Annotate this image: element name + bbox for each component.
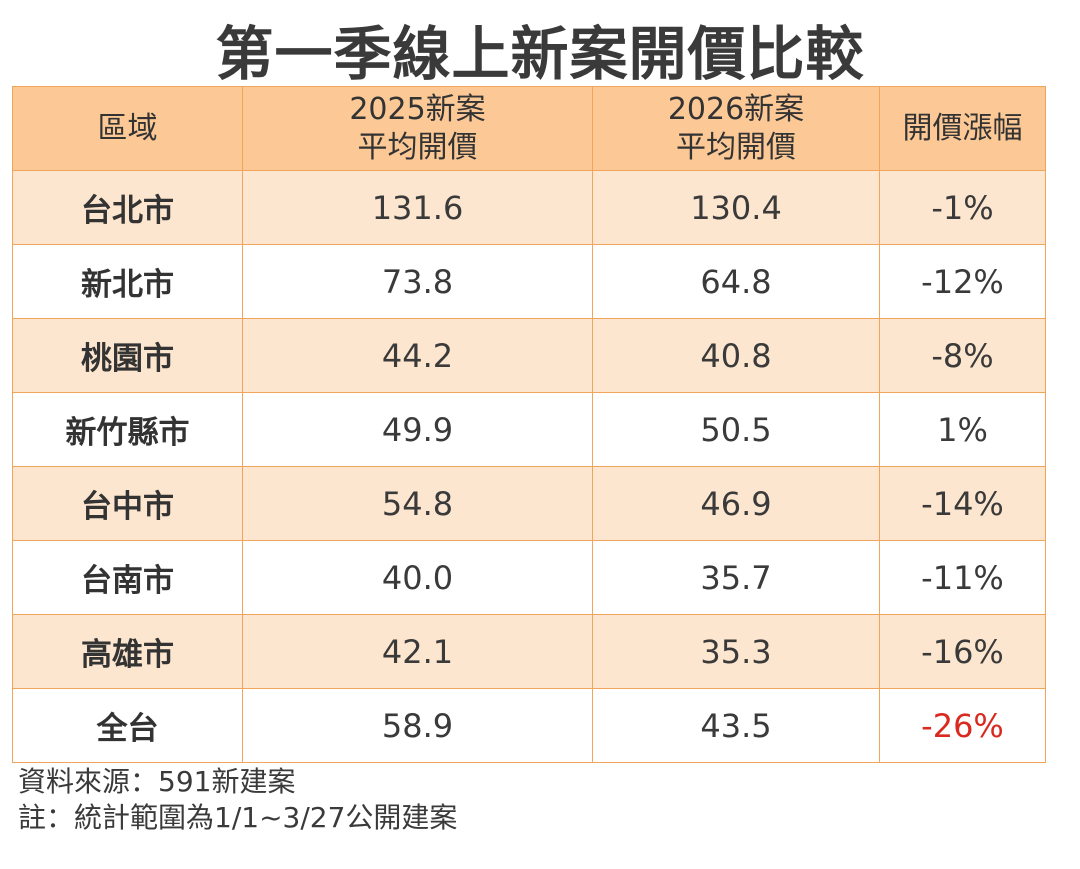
region-cell: 台北市 (12, 170, 243, 245)
table-row: 桃園市 44.2 40.8 -8% (12, 318, 1046, 393)
price-2026-cell: 35.3 (592, 614, 880, 689)
table-header-row: 區域 2025新案 平均開價 2026新案 平均開價 開價漲幅 (12, 86, 1046, 171)
region-cell: 桃園市 (12, 318, 243, 393)
price-2026-cell: 64.8 (592, 244, 880, 319)
price-2026-cell: 43.5 (592, 688, 880, 763)
range-note: 註：統計範圍為1/1~3/27公開建案 (18, 801, 458, 834)
column-header-2025-avg-price: 2025新案 平均開價 (242, 86, 593, 171)
price-2026-cell: 130.4 (592, 170, 880, 245)
price-2025-cell: 73.8 (242, 244, 593, 319)
column-header-line2: 平均開價 (676, 129, 796, 165)
column-header-line1: 區域 (97, 110, 158, 146)
price-2025-cell: 49.9 (242, 392, 593, 467)
price-2026-cell: 40.8 (592, 318, 880, 393)
change-cell: -11% (879, 540, 1046, 615)
change-cell: -8% (879, 318, 1046, 393)
price-2025-cell: 131.6 (242, 170, 593, 245)
region-cell: 新北市 (12, 244, 243, 319)
price-2026-cell: 50.5 (592, 392, 880, 467)
change-cell: -16% (879, 614, 1046, 689)
price-2025-cell: 58.9 (242, 688, 593, 763)
page-title: 第一季線上新案開價比較 (215, 20, 865, 88)
table-row: 新竹縣市 49.9 50.5 1% (12, 392, 1046, 467)
table-row-total: 全台 58.9 43.5 -26% (12, 688, 1046, 763)
table-row: 台南市 40.0 35.7 -11% (12, 540, 1046, 615)
price-2025-cell: 40.0 (242, 540, 593, 615)
table-row: 新北市 73.8 64.8 -12% (12, 244, 1046, 319)
change-cell: -12% (879, 244, 1046, 319)
price-2025-cell: 44.2 (242, 318, 593, 393)
column-header-line1: 開價漲幅 (902, 110, 1023, 146)
table-row: 高雄市 42.1 35.3 -16% (12, 614, 1046, 689)
change-cell: 1% (879, 392, 1046, 467)
column-header-2026-avg-price: 2026新案 平均開價 (592, 86, 880, 171)
change-cell-highlight: -26% (879, 688, 1046, 763)
column-header-line2: 平均開價 (357, 129, 478, 165)
region-cell: 新竹縣市 (12, 392, 243, 467)
footnotes: 資料來源：591新建案 註：統計範圍為1/1~3/27公開建案 (18, 764, 457, 836)
price-2025-cell: 42.1 (242, 614, 593, 689)
price-2026-cell: 35.7 (592, 540, 880, 615)
column-header-line1: 2025新案 (349, 91, 486, 127)
price-2026-cell: 46.9 (592, 466, 880, 541)
change-cell: -14% (879, 466, 1046, 541)
region-cell: 全台 (12, 688, 243, 763)
region-cell: 台南市 (12, 540, 243, 615)
source-note: 資料來源：591新建案 (18, 765, 296, 798)
column-header-change: 開價漲幅 (879, 86, 1046, 171)
change-cell: -1% (879, 170, 1046, 245)
region-cell: 高雄市 (12, 614, 243, 689)
region-cell: 台中市 (12, 466, 243, 541)
table-row: 台中市 54.8 46.9 -14% (12, 466, 1046, 541)
table-row: 台北市 131.6 130.4 -1% (12, 170, 1046, 245)
price-2025-cell: 54.8 (242, 466, 593, 541)
column-header-region: 區域 (12, 86, 243, 171)
column-header-line1: 2026新案 (667, 91, 805, 127)
price-comparison-table: 區域 2025新案 平均開價 2026新案 平均開價 開價漲幅 台北市 131.… (12, 86, 1046, 763)
